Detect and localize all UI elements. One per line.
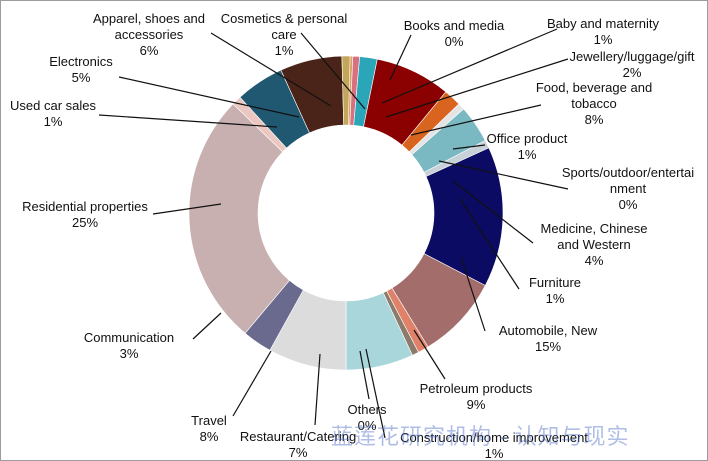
label-line-apparel-shoes-and-accessories: accessories xyxy=(115,27,184,42)
label-baby-and-maternity: Baby and maternity 1% xyxy=(547,16,660,47)
leader-line-furniture xyxy=(459,198,520,290)
leader-line-medicine-chinese-and-western xyxy=(452,180,534,244)
label-line-others: Others xyxy=(347,402,387,417)
label-line-sports-outdoor-entertainment: nment xyxy=(610,181,647,196)
leader-line-electronics xyxy=(118,76,300,118)
watermark: 蓝莲花研究机构 - 认知与现实 xyxy=(331,424,630,449)
label-others: Others 0% xyxy=(347,402,387,433)
label-line-jewellery-luggage-gift: Jewellery/luggage/gift xyxy=(569,49,694,64)
label-line-office-product: 1% xyxy=(518,147,537,162)
label-line-restaurant-catering: 7% xyxy=(289,445,308,460)
label-line-electronics: Electronics xyxy=(49,54,113,69)
label-furniture: Furniture 1% xyxy=(529,275,581,306)
leader-line-communication xyxy=(192,312,222,340)
label-line-petroleum-products: 9% xyxy=(467,397,486,412)
label-line-construction-home-improvement: 1% xyxy=(485,446,504,460)
leader-line-food-beverage-and-tobacco xyxy=(410,104,542,136)
label-residential-properties: Residential properties 25% xyxy=(22,199,148,230)
leader-line-automobile-new xyxy=(460,256,486,332)
leader-line-cosmetics-personal-care xyxy=(300,32,366,110)
label-line-sports-outdoor-entertainment: Sports/outdoor/entertai xyxy=(562,165,694,180)
label-line-cosmetics-personal-care: care xyxy=(271,27,296,42)
label-line-jewellery-luggage-gift: 2% xyxy=(623,65,642,80)
leader-line-residential-properties xyxy=(152,203,222,215)
label-line-electronics: 5% xyxy=(72,70,91,85)
leader-line-others xyxy=(359,350,370,400)
leader-line-books-and-media xyxy=(389,34,412,81)
label-used-car-sales: Used car sales 1% xyxy=(10,98,96,129)
label-line-residential-properties: 25% xyxy=(72,215,98,230)
label-line-communication: Communication xyxy=(84,330,174,345)
slice-cosmetics-personal-care xyxy=(341,55,351,126)
label-line-food-beverage-and-tobacco: tobacco xyxy=(571,96,617,111)
label-line-office-product: Office product xyxy=(487,131,568,146)
label-line-furniture: Furniture xyxy=(529,275,581,290)
label-line-communication: 3% xyxy=(120,346,139,361)
label-line-apparel-shoes-and-accessories: 6% xyxy=(140,43,159,58)
label-construction-home-improvement: Construction/home improvement 1% xyxy=(400,430,588,460)
label-apparel-shoes-and-accessories: Apparel, shoes and accessories 6% xyxy=(93,11,205,58)
label-line-residential-properties: Residential properties xyxy=(22,199,148,214)
label-sports-outdoor-entertainment: Sports/outdoor/entertai nment 0% xyxy=(562,165,694,212)
label-line-apparel-shoes-and-accessories: Apparel, shoes and xyxy=(93,11,205,26)
leader-line-travel xyxy=(232,350,272,417)
label-restaurant-catering: Restaurant/Catering 7% xyxy=(240,429,356,460)
label-communication: Communication 3% xyxy=(84,330,174,361)
label-line-sports-outdoor-entertainment: 0% xyxy=(619,197,638,212)
label-line-food-beverage-and-tobacco: Food, beverage and xyxy=(536,80,652,95)
label-line-medicine-chinese-and-western: Medicine, Chinese xyxy=(541,221,648,236)
label-line-used-car-sales: Used car sales xyxy=(10,98,96,113)
label-line-others: 0% xyxy=(358,418,377,433)
leader-line-apparel-shoes-and-accessories xyxy=(210,32,332,107)
leader-line-sports-outdoor-entertainment xyxy=(438,160,569,190)
label-line-used-car-sales: 1% xyxy=(44,114,63,129)
label-medicine-chinese-and-western: Medicine, Chinese and Western 4% xyxy=(541,221,648,268)
label-food-beverage-and-tobacco: Food, beverage and tobacco 8% xyxy=(536,80,652,127)
label-office-product: Office product 1% xyxy=(487,131,568,162)
label-line-medicine-chinese-and-western: and Western xyxy=(557,237,630,252)
label-line-construction-home-improvement: Construction/home improvement xyxy=(400,430,588,445)
leader-line-petroleum-products xyxy=(413,329,446,380)
leader-line-construction-home-improvement xyxy=(365,348,386,439)
label-line-books-and-media: Books and media xyxy=(404,18,505,33)
label-line-restaurant-catering: Restaurant/Catering xyxy=(240,429,356,444)
leader-line-restaurant-catering xyxy=(314,353,321,426)
label-line-automobile-new: 15% xyxy=(535,339,561,354)
label-line-medicine-chinese-and-western: 4% xyxy=(585,253,604,268)
label-line-furniture: 1% xyxy=(546,291,565,306)
label-line-books-and-media: 0% xyxy=(445,34,464,49)
label-books-and-media: Books and media 0% xyxy=(404,18,505,49)
label-line-automobile-new: Automobile, New xyxy=(499,323,598,338)
label-line-food-beverage-and-tobacco: 8% xyxy=(585,112,604,127)
label-cosmetics-personal-care: Cosmetics & personal care 1% xyxy=(221,11,348,58)
leader-line-used-car-sales xyxy=(98,114,278,128)
label-line-petroleum-products: Petroleum products xyxy=(420,381,533,396)
label-line-travel: 8% xyxy=(200,429,219,444)
label-line-travel: Travel xyxy=(191,413,227,428)
label-line-baby-and-maternity: Baby and maternity xyxy=(547,16,660,31)
label-electronics: Electronics 5% xyxy=(49,54,113,85)
label-jewellery-luggage-gift: Jewellery/luggage/gift 2% xyxy=(569,49,694,80)
label-line-cosmetics-personal-care: Cosmetics & personal xyxy=(221,11,348,26)
leader-line-baby-and-maternity xyxy=(381,28,558,104)
label-line-baby-and-maternity: 1% xyxy=(594,32,613,47)
label-petroleum-products: Petroleum products 9% xyxy=(420,381,533,412)
label-travel: Travel 8% xyxy=(191,413,227,444)
leader-line-jewellery-luggage-gift xyxy=(385,58,569,118)
label-automobile-new: Automobile, New 15% xyxy=(499,323,598,354)
slice-residential-properties xyxy=(188,103,290,334)
leader-line-office-product xyxy=(452,144,486,150)
label-line-cosmetics-personal-care: 1% xyxy=(275,43,294,58)
